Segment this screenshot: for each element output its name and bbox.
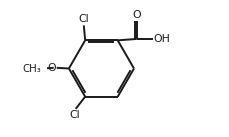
Text: O: O — [132, 10, 141, 20]
Text: O: O — [47, 63, 56, 73]
Text: CH₃: CH₃ — [22, 64, 41, 73]
Text: OH: OH — [153, 34, 170, 44]
Text: Cl: Cl — [78, 14, 89, 24]
Text: Cl: Cl — [69, 110, 80, 120]
